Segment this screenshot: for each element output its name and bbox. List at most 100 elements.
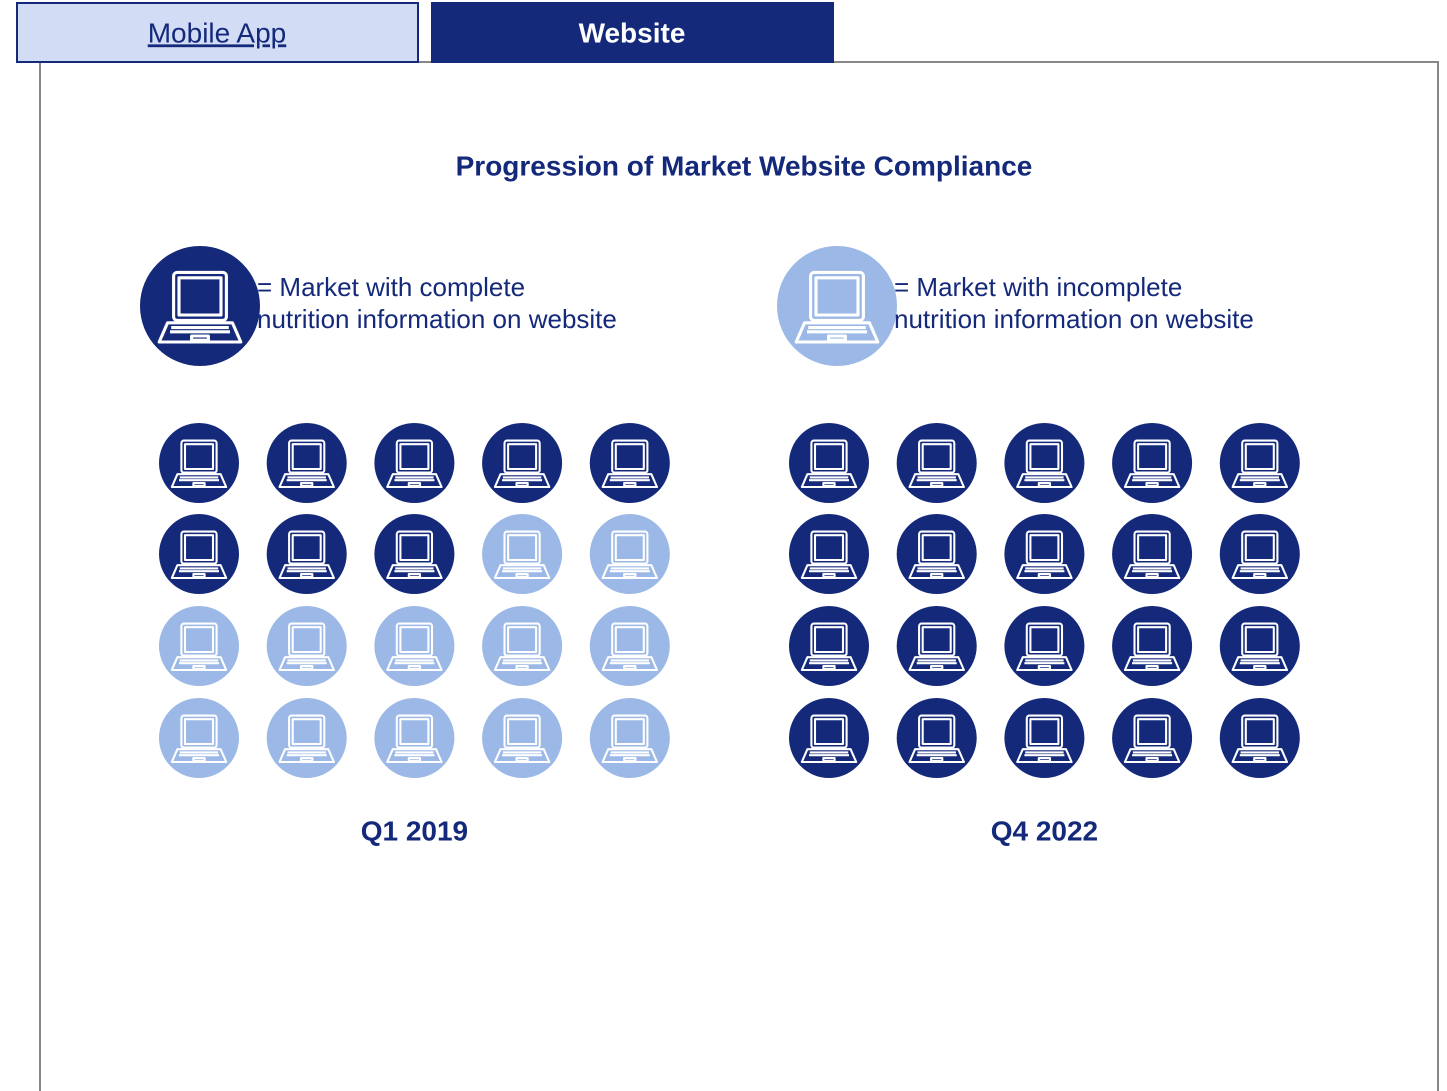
icon-circle	[896, 606, 977, 686]
panel-label: Q1 2019	[361, 815, 468, 846]
market-icon	[896, 698, 977, 778]
icon-circle	[1112, 423, 1193, 503]
tab-bg	[16, 2, 419, 63]
legend-text: = Market with incomplete	[894, 272, 1182, 302]
icon-circle	[266, 698, 347, 778]
icon-circle	[266, 423, 347, 503]
market-icon	[589, 514, 670, 594]
icon-circle	[140, 246, 260, 366]
icon-circle	[374, 698, 455, 778]
icon-circle	[1004, 698, 1085, 778]
market-icon	[1112, 514, 1193, 594]
icon-circle	[482, 514, 563, 594]
icon-circle	[482, 423, 563, 503]
market-icon	[374, 423, 455, 503]
icon-circle	[159, 423, 239, 503]
market-icon	[896, 423, 977, 503]
market-icon	[1112, 423, 1193, 503]
title: Progression of Market Website Compliance	[456, 150, 1033, 181]
icon-circle	[374, 514, 455, 594]
legend-text: nutrition information on website	[257, 304, 617, 334]
market-icon	[266, 698, 347, 778]
market-icon	[1004, 698, 1085, 778]
icon-circle	[266, 514, 347, 594]
icon-circle	[1112, 606, 1193, 686]
tab-bg	[431, 2, 834, 63]
icon-circle	[1112, 698, 1193, 778]
icon-array: Q1 2019	[159, 423, 670, 846]
market-icon	[266, 514, 347, 594]
market-icon	[1112, 606, 1193, 686]
icon-circle	[159, 698, 239, 778]
market-icon	[789, 606, 869, 686]
icon-circle	[1112, 514, 1193, 594]
panel-label: Q4 2022	[991, 815, 1098, 846]
icon-circle	[159, 606, 239, 686]
icon-circle	[789, 423, 869, 503]
icon-circle	[777, 246, 897, 366]
icon-circle	[1004, 514, 1085, 594]
tab[interactable]: Mobile App	[16, 2, 419, 63]
legend-icon	[777, 246, 897, 366]
market-icon	[789, 514, 869, 594]
icon-array: Q4 2022	[789, 423, 1300, 846]
market-icon	[159, 606, 239, 686]
market-icon	[589, 606, 670, 686]
icon-circle	[896, 698, 977, 778]
content-panel	[39, 61, 1439, 1091]
icon-circle	[589, 514, 670, 594]
market-icon	[159, 698, 239, 778]
tab[interactable]: Website	[431, 2, 834, 63]
market-icon	[1004, 514, 1085, 594]
legend-text: nutrition information on website	[894, 304, 1254, 334]
market-icon	[1004, 423, 1085, 503]
market-icon	[374, 698, 455, 778]
icon-circle	[789, 606, 869, 686]
market-icon	[896, 514, 977, 594]
market-icon	[1219, 423, 1300, 503]
icon-circle	[1004, 423, 1085, 503]
market-icon	[482, 606, 563, 686]
icon-circle	[482, 606, 563, 686]
icon-circle	[1219, 514, 1300, 594]
icon-circle	[1219, 423, 1300, 503]
icon-circle	[789, 514, 869, 594]
market-icon	[159, 423, 239, 503]
icon-circle	[374, 606, 455, 686]
icon-circle	[374, 423, 455, 503]
market-icon	[589, 423, 670, 503]
icon-circle	[1004, 606, 1085, 686]
market-icon	[482, 698, 563, 778]
market-icon	[266, 423, 347, 503]
market-icon	[589, 698, 670, 778]
icon-circle	[266, 606, 347, 686]
market-icon	[374, 514, 455, 594]
legend-text: = Market with complete	[257, 272, 525, 302]
icon-circle	[1219, 606, 1300, 686]
market-icon	[1004, 606, 1085, 686]
market-icon	[374, 606, 455, 686]
icon-circle	[896, 423, 977, 503]
icon-circle	[789, 698, 869, 778]
legend-icon	[140, 246, 260, 366]
icon-circle	[1219, 698, 1300, 778]
tab-label: Website	[579, 17, 686, 48]
market-icon	[482, 423, 563, 503]
icon-circle	[589, 423, 670, 503]
tab-bar: Mobile App Website	[16, 2, 834, 63]
market-icon	[789, 698, 869, 778]
market-icon	[1219, 514, 1300, 594]
market-icon	[159, 514, 239, 594]
icon-circle	[482, 698, 563, 778]
market-icon	[789, 423, 869, 503]
market-icon	[1112, 698, 1193, 778]
icon-circle	[589, 606, 670, 686]
market-icon	[1219, 698, 1300, 778]
market-icon	[1219, 606, 1300, 686]
icon-circle	[896, 514, 977, 594]
market-icon	[896, 606, 977, 686]
